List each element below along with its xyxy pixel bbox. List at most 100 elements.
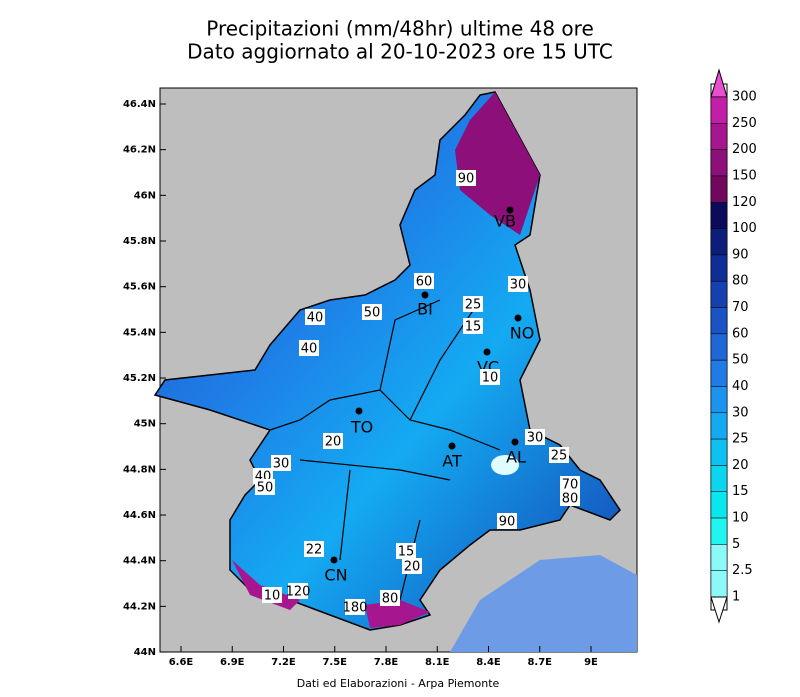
lon-tick-label: 6.9E bbox=[220, 657, 245, 668]
lon-tick-label: 6.6E bbox=[169, 657, 194, 668]
lat-tick-label: 45.4N bbox=[123, 327, 156, 338]
colorbar-swatch bbox=[710, 96, 728, 124]
lat-tick-label: 45.2N bbox=[123, 373, 156, 384]
colorbar-label: 200 bbox=[732, 142, 757, 157]
low-rain-spot bbox=[491, 455, 519, 475]
contour-label: 30 bbox=[527, 431, 544, 446]
colorbar-label: 25 bbox=[732, 432, 749, 447]
contour-label: 40 bbox=[307, 311, 324, 326]
contour-label: 70 bbox=[562, 478, 579, 493]
lon-tick-label: 8.7E bbox=[527, 657, 552, 668]
contour-label: 30 bbox=[273, 457, 290, 472]
lat-tick-label: 46.2N bbox=[123, 145, 156, 156]
contour-label-box bbox=[414, 273, 434, 289]
city-dot bbox=[330, 556, 338, 564]
contour-label: 60 bbox=[416, 275, 433, 290]
lon-tick-label: 8.1E bbox=[425, 657, 450, 668]
city-label: VB bbox=[494, 212, 516, 231]
contour-label-box bbox=[299, 340, 319, 356]
lat-tick-label: 46N bbox=[134, 190, 156, 201]
contour-label-box bbox=[549, 447, 569, 463]
lon-tick-label: 8.4E bbox=[476, 657, 501, 668]
colorbar-label: 10 bbox=[732, 511, 749, 526]
contour-label-box bbox=[271, 455, 291, 471]
lat-tick-label: 44.2N bbox=[123, 601, 156, 612]
contour-label-box bbox=[560, 490, 580, 506]
colorbar-swatch bbox=[710, 307, 728, 335]
contour-label: 50 bbox=[364, 306, 381, 321]
colorbar-label: 5 bbox=[732, 537, 740, 552]
colorbar-swatch bbox=[710, 149, 728, 177]
title-line: Dato aggiornato al 20-10-2023 ore 15 UTC bbox=[187, 40, 613, 64]
colorbar-label: 100 bbox=[732, 221, 757, 236]
title-line: Precipitazioni (mm/48hr) ultime 48 ore bbox=[206, 17, 594, 41]
colorbar-swatch bbox=[710, 254, 728, 282]
contour-label: 10 bbox=[264, 589, 281, 604]
colorbar-label: 80 bbox=[732, 274, 749, 289]
city-label: BI bbox=[417, 300, 433, 319]
colorbar-label: 300 bbox=[732, 90, 757, 105]
colorbar-swatch bbox=[710, 544, 728, 571]
colorbar-swatch bbox=[710, 333, 728, 361]
lat-tick-label: 44.6N bbox=[123, 510, 156, 521]
city-dot bbox=[448, 442, 456, 450]
contour-label: 40 bbox=[301, 342, 318, 357]
province-borders bbox=[269, 299, 501, 601]
colorbar-label: 60 bbox=[732, 326, 749, 341]
lon-tick-label: 7.2E bbox=[271, 657, 296, 668]
colorbar-label: 70 bbox=[732, 300, 749, 315]
contour-label-box bbox=[480, 369, 500, 385]
colorbar-swatch bbox=[710, 280, 728, 308]
contour-label: 30 bbox=[510, 278, 527, 293]
contour-label-box bbox=[456, 170, 476, 186]
contour-label: 50 bbox=[257, 481, 274, 496]
contour-label: 20 bbox=[325, 435, 342, 450]
colorbar-label: 120 bbox=[732, 195, 757, 210]
city-label: TO bbox=[350, 418, 373, 437]
contour-label-box bbox=[345, 599, 365, 615]
contour-label: 180 bbox=[343, 601, 368, 616]
high-rain-south2 bbox=[365, 600, 430, 628]
contour-label-box bbox=[463, 296, 483, 312]
lat-tick-label: 45.8N bbox=[123, 236, 156, 247]
colorbar-label: 20 bbox=[732, 458, 749, 473]
contour-label-box bbox=[402, 558, 422, 574]
contour-label: 120 bbox=[286, 585, 311, 600]
contour-label-box bbox=[323, 433, 343, 449]
colorbar-swatch bbox=[710, 465, 728, 492]
colorbar-swatch bbox=[710, 386, 728, 414]
city-dot bbox=[514, 314, 522, 322]
contour-label-box bbox=[362, 304, 382, 320]
colorbar-swatch bbox=[710, 228, 728, 256]
lat-tick-label: 44.8N bbox=[123, 464, 156, 475]
contour-label-box bbox=[497, 513, 517, 529]
colorbar-swatch bbox=[710, 359, 728, 387]
contour-label: 20 bbox=[404, 560, 421, 575]
contour-label-box bbox=[508, 276, 528, 292]
lat-tick-label: 44.4N bbox=[123, 556, 156, 567]
lat-tick-label: 44N bbox=[134, 647, 156, 658]
contour-label-box bbox=[262, 587, 282, 603]
contour-label-box bbox=[396, 543, 416, 559]
contour-label-box bbox=[463, 318, 483, 334]
city-dot bbox=[355, 407, 363, 415]
footer: Dati ed Elaborazioni - Arpa Piemonte bbox=[297, 677, 500, 690]
contour-label: 10 bbox=[482, 371, 499, 386]
lat-tick-label: 46.4N bbox=[123, 99, 156, 110]
lon-tick-label: 7.5E bbox=[322, 657, 347, 668]
contour-label-box bbox=[304, 541, 324, 557]
colorbar-label: 1 bbox=[732, 590, 740, 605]
city-label: NO bbox=[510, 324, 535, 343]
colorbar-swatch bbox=[710, 412, 728, 440]
lon-tick-label: 7.8E bbox=[374, 657, 399, 668]
colorbar-swatch bbox=[710, 438, 728, 466]
contour-label-box bbox=[560, 476, 580, 492]
colorbar-swatch bbox=[710, 123, 728, 150]
colorbar-label: 150 bbox=[732, 168, 757, 183]
colorbar-label: 90 bbox=[732, 247, 749, 262]
colorbar-swatch bbox=[710, 202, 728, 229]
contour-label: 15 bbox=[398, 545, 415, 560]
contour-label-box bbox=[525, 429, 545, 445]
colorbar-label: 40 bbox=[732, 379, 749, 394]
